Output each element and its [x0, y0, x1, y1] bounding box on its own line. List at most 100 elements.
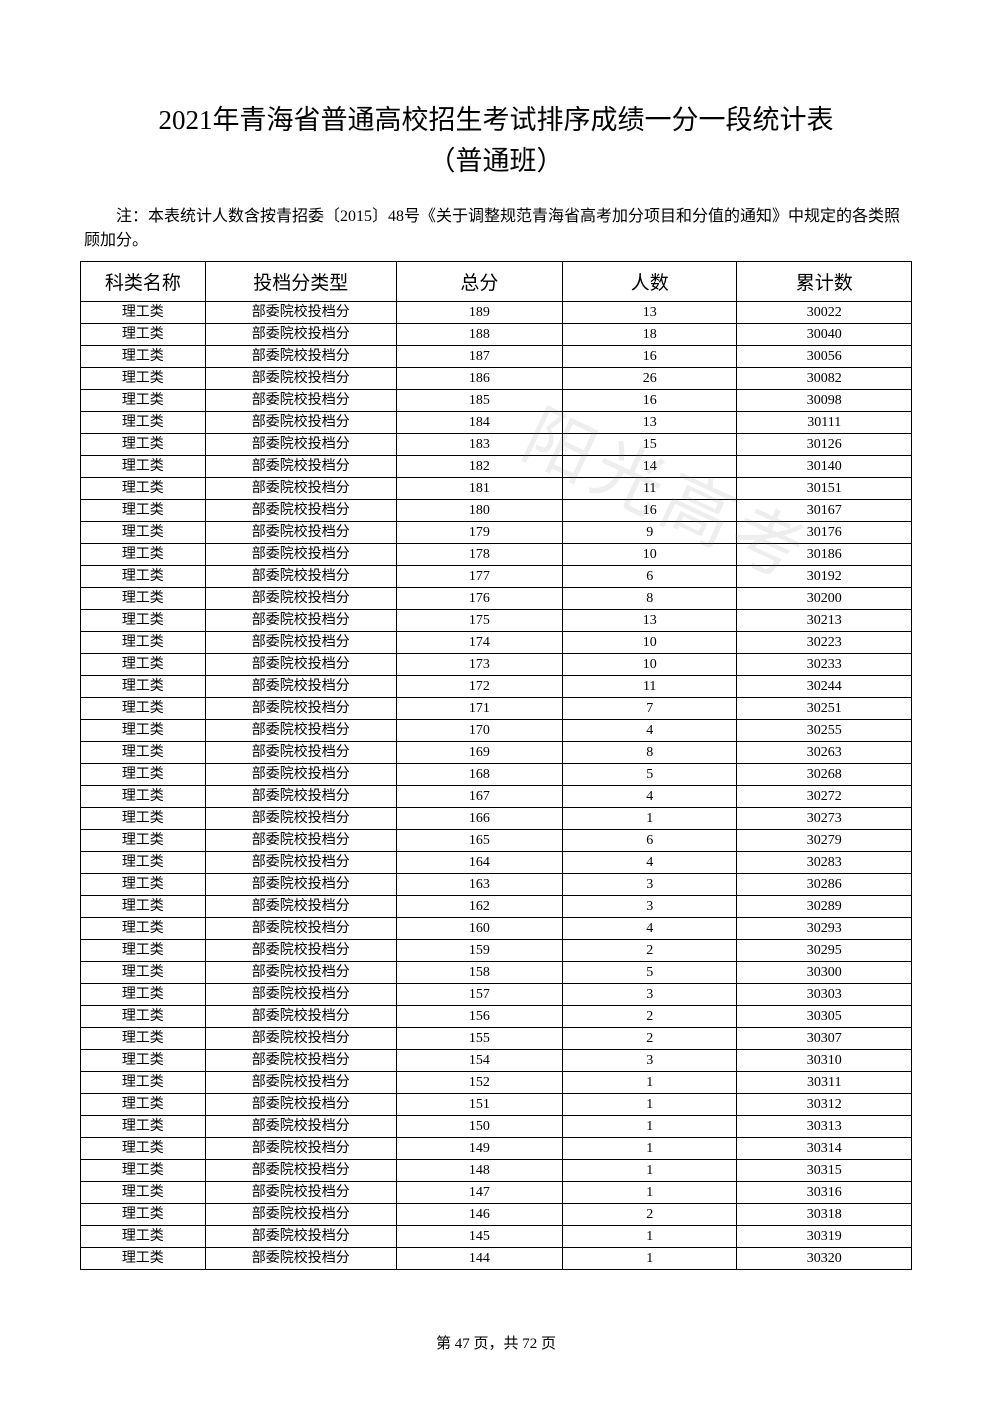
table-row: 理工类部委院校投档分156230305 [81, 1006, 912, 1028]
table-cell: 部委院校投档分 [205, 742, 396, 764]
table-cell: 4 [562, 918, 737, 940]
table-cell: 30022 [737, 302, 912, 324]
table-cell: 部委院校投档分 [205, 808, 396, 830]
score-table: 科类名称 投档分类型 总分 人数 累计数 理工类部委院校投档分189133002… [80, 261, 912, 1270]
table-row: 理工类部委院校投档分166130273 [81, 808, 912, 830]
table-cell: 30312 [737, 1094, 912, 1116]
table-cell: 152 [396, 1072, 562, 1094]
table-cell: 理工类 [81, 676, 206, 698]
table-cell: 154 [396, 1050, 562, 1072]
table-row: 理工类部委院校投档分1741030223 [81, 632, 912, 654]
table-cell: 30200 [737, 588, 912, 610]
table-cell: 理工类 [81, 1160, 206, 1182]
table-cell: 6 [562, 830, 737, 852]
table-row: 理工类部委院校投档分150130313 [81, 1116, 912, 1138]
table-cell: 1 [562, 1138, 737, 1160]
table-cell: 部委院校投档分 [205, 346, 396, 368]
table-cell: 171 [396, 698, 562, 720]
table-cell: 部委院校投档分 [205, 1182, 396, 1204]
table-cell: 理工类 [81, 1226, 206, 1248]
table-row: 理工类部委院校投档分146230318 [81, 1204, 912, 1226]
table-cell: 1 [562, 1116, 737, 1138]
table-row: 理工类部委院校投档分1801630167 [81, 500, 912, 522]
table-cell: 30251 [737, 698, 912, 720]
table-cell: 16 [562, 390, 737, 412]
table-cell: 部委院校投档分 [205, 500, 396, 522]
table-cell: 部委院校投档分 [205, 544, 396, 566]
table-cell: 30244 [737, 676, 912, 698]
table-cell: 理工类 [81, 434, 206, 456]
table-cell: 7 [562, 698, 737, 720]
table-cell: 1 [562, 1160, 737, 1182]
table-cell: 30316 [737, 1182, 912, 1204]
table-cell: 部委院校投档分 [205, 412, 396, 434]
table-cell: 部委院校投档分 [205, 632, 396, 654]
table-cell: 部委院校投档分 [205, 522, 396, 544]
table-cell: 理工类 [81, 940, 206, 962]
table-cell: 2 [562, 1204, 737, 1226]
table-cell: 148 [396, 1160, 562, 1182]
table-row: 理工类部委院校投档分149130314 [81, 1138, 912, 1160]
table-cell: 2 [562, 1006, 737, 1028]
table-cell: 理工类 [81, 1006, 206, 1028]
table-cell: 部委院校投档分 [205, 896, 396, 918]
table-cell: 30305 [737, 1006, 912, 1028]
table-row: 理工类部委院校投档分1721130244 [81, 676, 912, 698]
table-cell: 30192 [737, 566, 912, 588]
table-header-row: 科类名称 投档分类型 总分 人数 累计数 [81, 262, 912, 302]
table-cell: 部委院校投档分 [205, 302, 396, 324]
table-cell: 30255 [737, 720, 912, 742]
page-title: 2021年青海省普通高校招生考试排序成绩一分一段统计表 （普通班） [80, 100, 912, 181]
table-cell: 1 [562, 1094, 737, 1116]
table-cell: 10 [562, 632, 737, 654]
table-cell: 理工类 [81, 1182, 206, 1204]
table-cell: 部委院校投档分 [205, 1138, 396, 1160]
table-cell: 30233 [737, 654, 912, 676]
table-cell: 30140 [737, 456, 912, 478]
table-cell: 理工类 [81, 742, 206, 764]
col-header-score: 总分 [396, 262, 562, 302]
table-cell: 150 [396, 1116, 562, 1138]
table-cell: 166 [396, 808, 562, 830]
table-cell: 理工类 [81, 368, 206, 390]
table-cell: 理工类 [81, 302, 206, 324]
table-cell: 5 [562, 962, 737, 984]
table-cell: 理工类 [81, 522, 206, 544]
table-cell: 15 [562, 434, 737, 456]
pager-total: 72 [522, 1336, 537, 1352]
table-cell: 30273 [737, 808, 912, 830]
table-cell: 30303 [737, 984, 912, 1006]
table-cell: 16 [562, 346, 737, 368]
table-row: 理工类部委院校投档分162330289 [81, 896, 912, 918]
table-row: 理工类部委院校投档分154330310 [81, 1050, 912, 1072]
table-cell: 理工类 [81, 720, 206, 742]
table-cell: 30279 [737, 830, 912, 852]
table-cell: 3 [562, 896, 737, 918]
table-cell: 156 [396, 1006, 562, 1028]
table-row: 理工类部委院校投档分1811130151 [81, 478, 912, 500]
table-cell: 理工类 [81, 984, 206, 1006]
table-cell: 理工类 [81, 610, 206, 632]
table-cell: 9 [562, 522, 737, 544]
note-text: 注：本表统计人数含按青招委〔2015〕48号《关于调整规范青海省高考加分项目和分… [80, 205, 912, 253]
table-cell: 30318 [737, 1204, 912, 1226]
title-line2: （普通班） [429, 146, 564, 176]
table-cell: 158 [396, 962, 562, 984]
table-cell: 8 [562, 742, 737, 764]
table-cell: 176 [396, 588, 562, 610]
table-row: 理工类部委院校投档分152130311 [81, 1072, 912, 1094]
table-cell: 部委院校投档分 [205, 1116, 396, 1138]
table-cell: 30082 [737, 368, 912, 390]
table-cell: 180 [396, 500, 562, 522]
table-row: 理工类部委院校投档分1731030233 [81, 654, 912, 676]
table-cell: 部委院校投档分 [205, 324, 396, 346]
table-cell: 理工类 [81, 478, 206, 500]
table-cell: 164 [396, 852, 562, 874]
table-cell: 188 [396, 324, 562, 346]
table-row: 理工类部委院校投档分155230307 [81, 1028, 912, 1050]
table-cell: 30310 [737, 1050, 912, 1072]
table-cell: 部委院校投档分 [205, 1006, 396, 1028]
table-row: 理工类部委院校投档分1871630056 [81, 346, 912, 368]
table-cell: 理工类 [81, 588, 206, 610]
table-row: 理工类部委院校投档分157330303 [81, 984, 912, 1006]
